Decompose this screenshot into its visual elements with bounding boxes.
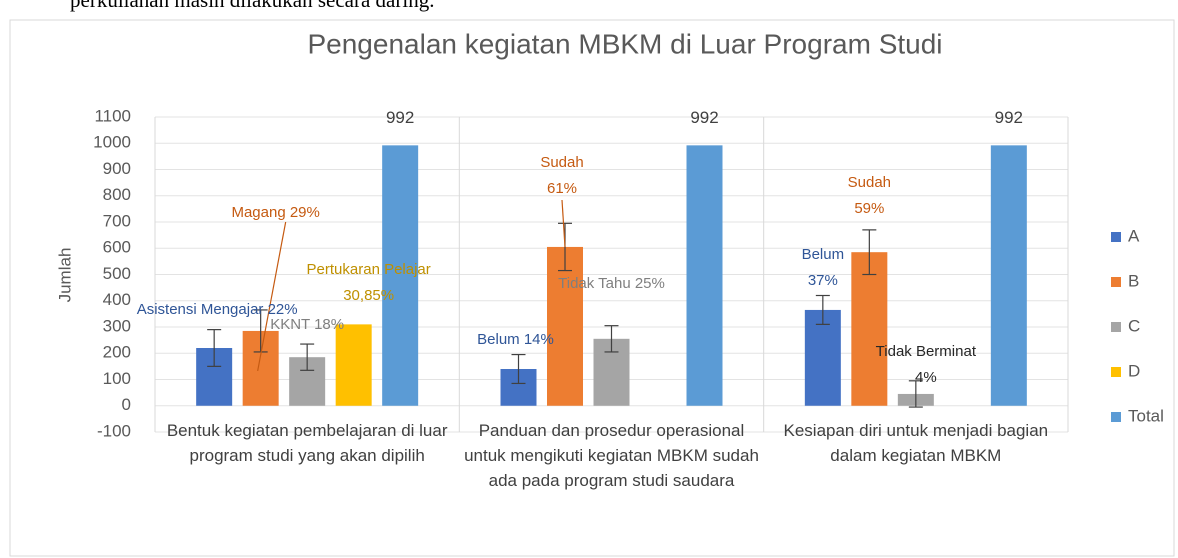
chart-title: Pengenalan kegiatan MBKM di Luar Program…: [307, 28, 942, 59]
data-label: 992: [690, 108, 718, 127]
bar: [335, 324, 372, 406]
y-tick-label: -100: [97, 421, 131, 440]
document-text: perkuliahan masih dilakukan secara darin…: [70, 0, 435, 12]
legend-swatch: [1111, 232, 1121, 242]
data-label: 992: [995, 108, 1023, 127]
legend-swatch: [1111, 277, 1121, 287]
annotation: Asistensi Mengajar 22%: [136, 301, 298, 318]
y-tick-label: 500: [103, 264, 131, 283]
y-axis-label: Jumlah: [55, 248, 74, 303]
legend-swatch: [1111, 367, 1121, 377]
y-tick-label: 100: [103, 369, 131, 388]
bar: [851, 252, 888, 406]
y-tick-label: 800: [103, 185, 131, 204]
annotation: Belum 37%: [801, 246, 845, 289]
bar: [990, 145, 1027, 406]
y-tick-label: 600: [103, 238, 131, 257]
annotation: KKNT 18%: [270, 316, 345, 333]
bar: [547, 246, 583, 406]
bar: [686, 145, 723, 406]
annotation: Pertukaran Pelajar 30,85%: [306, 261, 431, 304]
legend-label: D: [1128, 361, 1140, 380]
legend-label: Total: [1128, 406, 1164, 425]
y-tick-label: 0: [122, 395, 131, 414]
annotation: Tidak Tahu 25%: [558, 275, 665, 292]
bar: [804, 309, 841, 406]
y-tick-label: 1100: [94, 106, 131, 125]
annotation: Magang 29%: [231, 204, 320, 221]
y-tick-label: 1000: [93, 133, 131, 152]
bar: [382, 145, 419, 406]
chart-border: [9, 19, 1175, 557]
data-label: 992: [386, 108, 414, 127]
y-tick-label: 900: [103, 159, 131, 178]
legend-swatch: [1111, 412, 1121, 422]
legend-swatch: [1111, 322, 1121, 332]
leader-line: [561, 199, 566, 247]
legend-label: B: [1128, 271, 1139, 290]
annotation: Belum 14%: [477, 331, 554, 348]
legend-label: C: [1128, 316, 1140, 335]
y-tick-label: 200: [103, 343, 131, 362]
annotation: Tidak Berminat 4%: [875, 343, 976, 386]
y-tick-label: 700: [103, 211, 131, 230]
annotation: Sudah 61%: [540, 154, 584, 197]
x-tick-label: Bentuk kegiatan pembelajaran di luar pro…: [166, 421, 448, 465]
y-tick-label: 400: [103, 290, 131, 309]
annotation: Sudah 59%: [847, 174, 892, 217]
x-tick-label: Kesiapan diri untuk menjadi bagian dalam…: [783, 421, 1049, 465]
x-tick-label: Panduan dan prosedur operasional untuk m…: [464, 421, 759, 490]
legend-label: A: [1128, 226, 1140, 245]
y-tick-label: 300: [103, 316, 131, 335]
leader-line: [257, 221, 287, 372]
